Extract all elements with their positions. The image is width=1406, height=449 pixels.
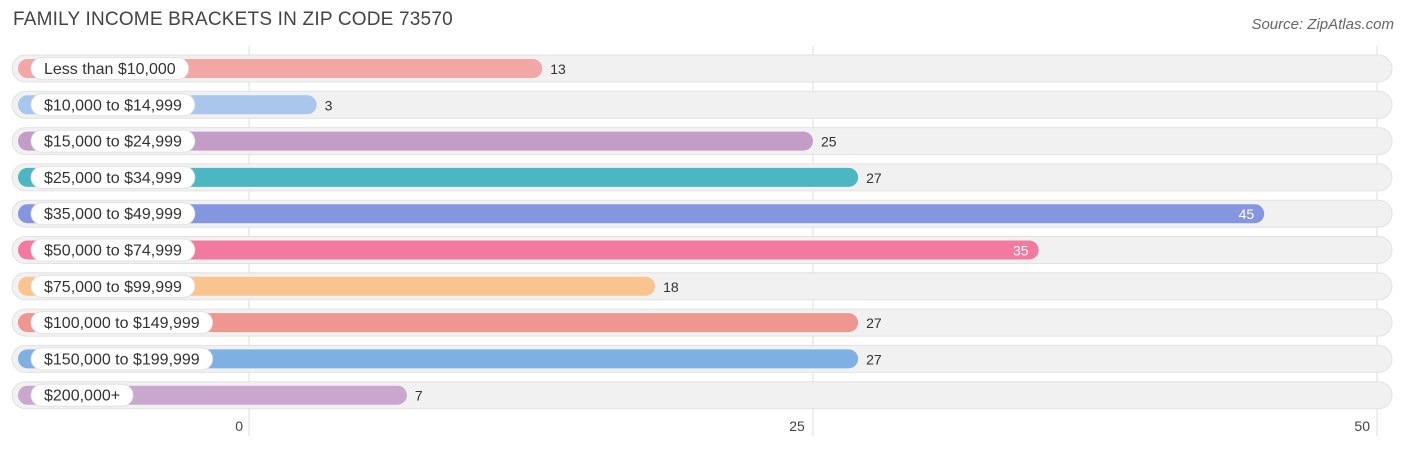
category-label: $75,000 to $99,999 (44, 279, 182, 296)
category-label-pill (30, 202, 196, 226)
bar (18, 167, 859, 187)
bar (18, 204, 1265, 224)
x-tick-label: 50 (1354, 418, 1370, 434)
bar-row: $150,000 to $199,999 27 (11, 344, 1393, 373)
value-label: 13 (550, 61, 566, 77)
category-label: $25,000 to $34,999 (44, 170, 182, 187)
category-label: $200,000+ (44, 388, 120, 405)
value-label: 7 (415, 388, 423, 404)
category-label: $150,000 to $199,999 (44, 351, 200, 368)
x-tick-label: 0 (235, 418, 243, 434)
category-label: $100,000 to $149,999 (44, 315, 200, 332)
category-label-pill (30, 93, 196, 117)
bar-row: $25,000 to $34,999 27 (11, 163, 1393, 192)
category-label-pill (30, 238, 196, 262)
category-label: $10,000 to $14,999 (44, 97, 182, 114)
value-label: 25 (821, 134, 837, 150)
category-label-pill (30, 311, 214, 335)
value-label: 27 (866, 170, 882, 186)
category-label-pill (30, 383, 134, 407)
bar (18, 349, 859, 369)
chart-title: FAMILY INCOME BRACKETS IN ZIP CODE 73570 (13, 9, 453, 30)
bar-row: $10,000 to $14,999 3 (11, 90, 1393, 119)
bar-row: Less than $10,000 13 (11, 54, 1393, 83)
value-label: 27 (866, 351, 882, 367)
category-label-pill (30, 57, 190, 80)
category-label: $15,000 to $24,999 (44, 134, 182, 151)
category-label: Less than $10,000 (44, 61, 176, 78)
chart-source: Source: ZipAtlas.com (1251, 16, 1394, 33)
category-label: $35,000 to $49,999 (44, 206, 182, 223)
category-label-pill (30, 274, 196, 298)
value-label: 45 (1239, 206, 1255, 222)
category-label: $50,000 to $74,999 (44, 243, 182, 260)
bar-row: $100,000 to $149,999 27 (11, 308, 1393, 337)
value-label: 18 (663, 279, 679, 295)
bar-row: $50,000 to $74,999 35 (11, 236, 1393, 264)
value-label: 3 (325, 97, 333, 113)
bar-row: $200,000+ 7 (11, 381, 1393, 410)
bar (18, 131, 813, 151)
value-label: 27 (866, 315, 882, 331)
value-label: 35 (1013, 243, 1029, 259)
bar-row: $15,000 to $24,999 25 (11, 127, 1393, 156)
category-label-pill (30, 129, 196, 153)
category-label-pill (30, 165, 196, 189)
bar-track (11, 90, 1393, 119)
bar (18, 240, 1039, 260)
bar (18, 313, 859, 333)
category-label-pill (30, 347, 214, 371)
bar-row: $75,000 to $99,999 18 (11, 272, 1393, 301)
x-tick-label: 25 (789, 418, 805, 434)
bar-row: $35,000 to $49,999 45 (11, 199, 1393, 228)
